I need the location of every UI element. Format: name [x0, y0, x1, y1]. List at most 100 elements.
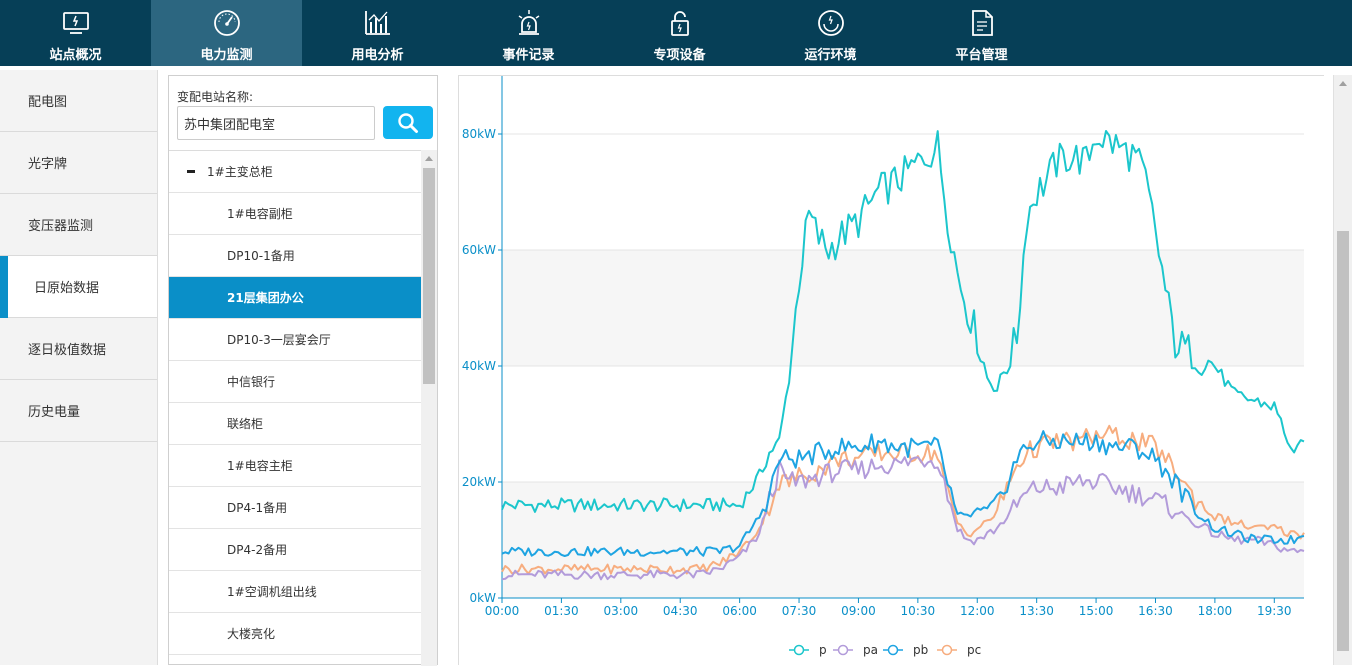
- tree-scrollbar[interactable]: [421, 150, 437, 666]
- tree-node[interactable]: 1#电容副柜: [169, 193, 421, 235]
- circuit-tree: 1#主变总柜 1#电容副柜 DP10-1备用 21层集团办公 DP10-3一层宴…: [169, 150, 421, 666]
- x-tick-label: 04:30: [663, 604, 698, 618]
- station-name-label: 变配电站名称:: [177, 90, 254, 104]
- gauge-icon: [213, 10, 240, 36]
- tree-node[interactable]: 大楼亮化: [169, 613, 421, 655]
- sidebar-item-historical-energy[interactable]: 历史电量: [0, 380, 157, 442]
- legend-label: pb: [913, 643, 928, 657]
- series-line-pb: [501, 430, 1305, 557]
- tree-node-label: 中信银行: [227, 375, 276, 389]
- nav-item-site-overview[interactable]: 站点概况: [0, 0, 151, 66]
- scroll-up-arrow-icon[interactable]: [1339, 81, 1347, 86]
- scroll-up-arrow-icon[interactable]: [425, 156, 433, 161]
- series-line-p: [501, 130, 1305, 513]
- x-tick-label: 03:00: [604, 604, 639, 618]
- x-tick-label: 12:00: [960, 604, 995, 618]
- x-tick-label: 09:00: [841, 604, 876, 618]
- x-tick-label: 10:30: [901, 604, 936, 618]
- nav-label: 事件记录: [502, 48, 555, 63]
- grid-band: [502, 250, 1304, 366]
- tree-node-label: 1#电容主柜: [227, 459, 293, 473]
- y-tick-label: 0kW: [470, 591, 497, 605]
- sidebar: 配电图 光字牌 变压器监测 日原始数据 逐日极值数据 历史电量: [0, 70, 158, 665]
- x-tick-label: 06:00: [722, 604, 757, 618]
- tree-node-label: DP10-3一层宴会厅: [227, 333, 331, 347]
- top-nav: 站点概况 电力监测 用电分析 事件记录 专项设备 运行环境 平台管理: [0, 0, 1352, 66]
- tree-node-selected[interactable]: 21层集团办公: [169, 277, 421, 319]
- sidebar-item-label: 历史电量: [28, 405, 81, 420]
- legend-marker: [941, 644, 953, 656]
- tree-node-label: DP4-2备用: [227, 543, 288, 557]
- station-name-input[interactable]: [177, 106, 375, 140]
- bar-chart-icon: [364, 11, 390, 35]
- power-line-chart: 0kW 20kW 40kW 60kW 80kW 00:00 01:30 03:00 04:30 0…: [462, 76, 1305, 657]
- grid-band: [502, 482, 1304, 598]
- sidebar-item-daily-extreme-data[interactable]: 逐日极值数据: [0, 318, 157, 380]
- x-tick-label: 15:00: [1079, 604, 1114, 618]
- tree-node-label: DP4-1备用: [227, 501, 288, 515]
- tree-node[interactable]: 1#空调机组出线: [169, 571, 421, 613]
- sidebar-item-label: 变压器监测: [28, 219, 94, 234]
- tree-node-label: 大楼亮化: [227, 627, 276, 641]
- nav-label: 平台管理: [955, 48, 1008, 63]
- sidebar-item-annunciator[interactable]: 光字牌: [0, 132, 157, 194]
- tree-node-label: 21层集团办公: [227, 291, 304, 305]
- legend-label: pc: [967, 643, 981, 657]
- legend-label: pa: [863, 643, 878, 657]
- legend-marker: [887, 644, 899, 656]
- sidebar-item-transformer-monitoring[interactable]: 变压器监测: [0, 194, 157, 256]
- tree-node[interactable]: 中信银行: [169, 361, 421, 403]
- legend-label: p: [819, 643, 827, 657]
- nav-item-usage-analysis[interactable]: 用电分析: [302, 0, 453, 66]
- nav-item-event-log[interactable]: 事件记录: [453, 0, 604, 66]
- nav-label: 专项设备: [653, 48, 706, 63]
- power-chart-panel: 0kW 20kW 40kW 60kW 80kW 00:00 01:30 03:00 04:30 0…: [458, 75, 1324, 665]
- tree-node-label: 1#电容副柜: [227, 207, 293, 221]
- sidebar-item-label: 光字牌: [28, 157, 68, 172]
- x-tick-label: 13:30: [1019, 604, 1054, 618]
- y-tick-label: 20kW: [462, 475, 496, 489]
- collapse-icon[interactable]: [187, 170, 195, 173]
- search-button[interactable]: [383, 106, 433, 139]
- document-icon: [971, 10, 993, 36]
- y-tick-label: 80kW: [462, 127, 496, 141]
- nav-label: 电力监测: [200, 48, 253, 63]
- nav-item-special-equipment[interactable]: 专项设备: [604, 0, 755, 66]
- page-scrollbar[interactable]: [1333, 75, 1352, 665]
- tree-node[interactable]: DP10-1备用: [169, 235, 421, 277]
- x-tick-label: 07:30: [782, 604, 817, 618]
- tree-node[interactable]: DP4-1备用: [169, 487, 421, 529]
- tree-node-label: 联络柜: [227, 417, 264, 431]
- x-tick-label: 19:30: [1257, 604, 1292, 618]
- tree-node-root[interactable]: 1#主变总柜: [169, 151, 421, 193]
- sidebar-item-label: 日原始数据: [34, 281, 100, 296]
- nav-item-power-monitoring[interactable]: 电力监测: [151, 0, 302, 66]
- tree-node[interactable]: DP4-2备用: [169, 529, 421, 571]
- sidebar-item-daily-raw-data[interactable]: 日原始数据: [0, 256, 157, 318]
- sidebar-item-label: 配电图: [28, 95, 68, 110]
- legend-marker: [837, 644, 849, 656]
- nav-label: 运行环境: [804, 48, 857, 63]
- tree-node-label: DP10-1备用: [227, 249, 295, 263]
- alarm-light-icon: [518, 10, 539, 35]
- x-tick-label: 18:00: [1198, 604, 1233, 618]
- tree-node-label: 1#空调机组出线: [227, 585, 317, 599]
- x-tick-label: 01:30: [544, 604, 579, 618]
- y-tick-label: 40kW: [462, 359, 496, 373]
- series-line-pa: [501, 456, 1305, 581]
- x-tick-label: 16:30: [1138, 604, 1173, 618]
- tree-node[interactable]: DP10-3一层宴会厅: [169, 319, 421, 361]
- tree-node[interactable]: 1#电容主柜: [169, 445, 421, 487]
- tree-node-label: 1#主变总柜: [207, 165, 273, 179]
- x-tick-label: 00:00: [485, 604, 520, 618]
- station-tree-panel: 变配电站名称: 1#主变总柜 1#电容副柜 DP10-1备用 21层集团办公 D…: [168, 75, 438, 666]
- nav-item-environment[interactable]: 运行环境: [755, 0, 906, 66]
- y-tick-label: 60kW: [462, 243, 496, 257]
- nav-label: 用电分析: [351, 48, 404, 63]
- scrollbar-thumb[interactable]: [1337, 231, 1349, 651]
- scrollbar-thumb[interactable]: [423, 168, 435, 384]
- nav-item-platform-management[interactable]: 平台管理: [906, 0, 1057, 66]
- sidebar-item-label: 逐日极值数据: [28, 343, 107, 358]
- tree-node[interactable]: 联络柜: [169, 403, 421, 445]
- sidebar-item-distribution-diagram[interactable]: 配电图: [0, 70, 157, 132]
